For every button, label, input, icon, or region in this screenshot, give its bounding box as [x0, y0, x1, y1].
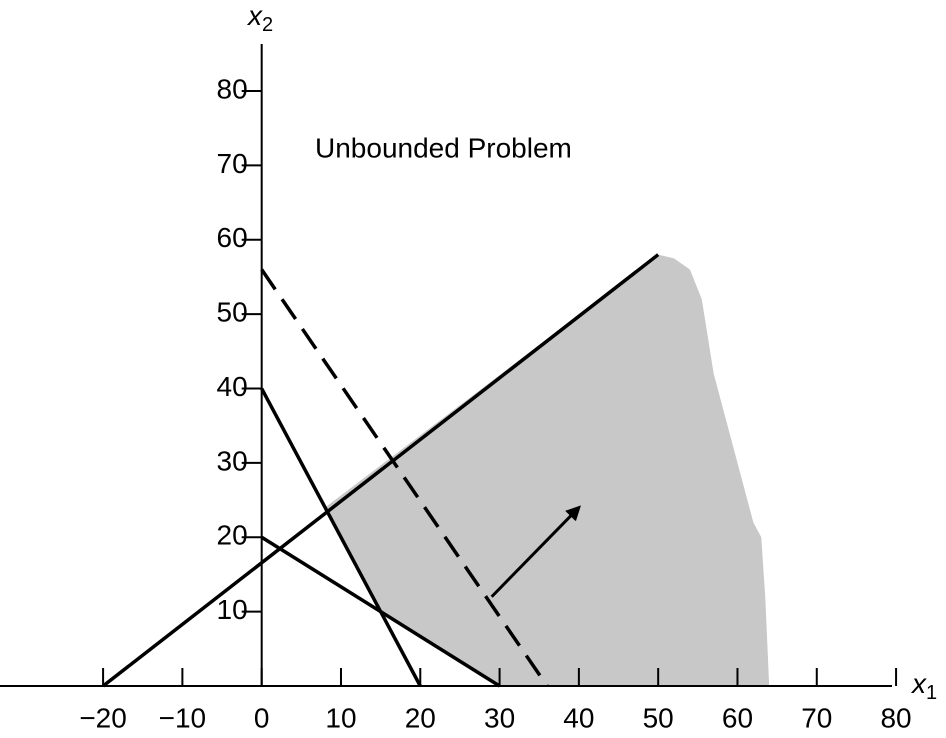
- x-axis-label-base: x: [910, 668, 927, 699]
- x-axis-label: x1: [910, 668, 937, 704]
- y-tick-label: 30: [217, 445, 248, 476]
- y-tick-label: 20: [217, 520, 248, 551]
- x-tick-label: 20: [405, 702, 436, 733]
- x-tick-label: 70: [801, 702, 832, 733]
- x-tick-label: 10: [325, 702, 356, 733]
- x-tick-label: 60: [722, 702, 753, 733]
- x-tick-label: 30: [484, 702, 515, 733]
- objective-line: [260, 268, 549, 687]
- y-tick-label: 70: [217, 148, 248, 179]
- x-tick-label: −20: [79, 702, 127, 733]
- y-tick-label: 80: [217, 73, 248, 104]
- feasible-region: [325, 254, 770, 686]
- y-tick-label: 60: [217, 222, 248, 253]
- y-axis-label-base: x: [246, 0, 263, 31]
- constraint-line: [102, 253, 660, 688]
- chart-title: Unbounded Problem: [315, 132, 572, 163]
- y-axis-label-sub: 2: [262, 14, 273, 36]
- y-axis-label: x2: [246, 0, 273, 36]
- y-tick-label: 40: [217, 371, 248, 402]
- x-tick-label: −10: [159, 702, 207, 733]
- x-tick-label: 40: [563, 702, 594, 733]
- x-tick-label: 0: [254, 702, 270, 733]
- direction-arrow: [490, 505, 581, 598]
- x-axis-label-sub: 1: [926, 682, 937, 704]
- y-tick-label: 50: [217, 297, 248, 328]
- constraint-line: [260, 535, 501, 688]
- constraint-line: [260, 387, 422, 687]
- y-tick-label: 10: [217, 594, 248, 625]
- x-tick-label: 80: [880, 702, 911, 733]
- x-tick-label: 50: [643, 702, 674, 733]
